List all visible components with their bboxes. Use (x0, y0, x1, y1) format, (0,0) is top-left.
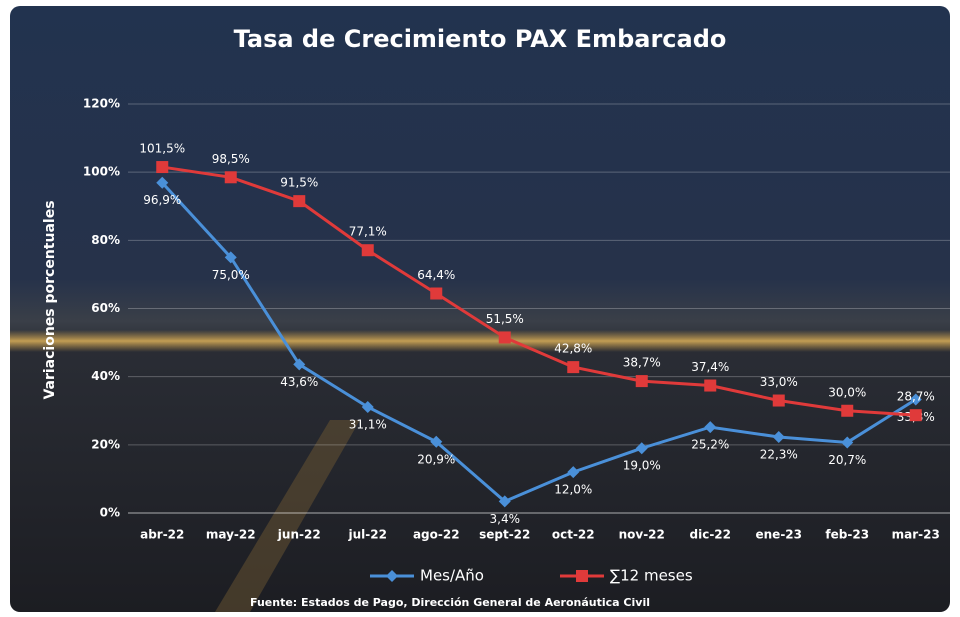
point (841, 405, 853, 417)
data-label: 28,7% (897, 390, 935, 404)
point (499, 331, 511, 343)
x-tick-label: ago-22 (413, 528, 460, 542)
data-label: 42,8% (554, 342, 592, 356)
y-axis-label: Variaciones porcentuales (42, 200, 58, 399)
x-tick-label: sept-22 (479, 528, 530, 542)
x-tick-label: abr-22 (140, 528, 184, 542)
x-tick-label: dic-22 (690, 528, 732, 542)
point (430, 288, 442, 300)
data-label: 33,0% (760, 375, 798, 389)
x-tick-label: jun-22 (277, 528, 321, 542)
horizon-lights (10, 330, 950, 352)
x-tick-label: nov-22 (619, 528, 665, 542)
data-label: 22,3% (760, 447, 798, 461)
y-tick-label: 120% (83, 97, 120, 111)
y-tick-label: 0% (100, 506, 120, 520)
data-label: 98,5% (212, 152, 250, 166)
point (636, 375, 648, 387)
x-tick-label: may-22 (206, 528, 256, 542)
data-label: 31,1% (349, 418, 387, 432)
data-label: 51,5% (486, 312, 524, 326)
legend-label: ∑12 meses (610, 567, 693, 585)
data-label: 25,2% (691, 438, 729, 452)
x-tick-label: ene-23 (756, 528, 803, 542)
point (704, 380, 716, 392)
data-label: 75,0% (212, 268, 250, 282)
x-tick-label: oct-22 (552, 528, 595, 542)
data-label: 3,4% (490, 512, 521, 526)
y-tick-label: 100% (83, 165, 120, 179)
data-label: 19,0% (623, 459, 661, 473)
data-label: 37,4% (691, 360, 729, 374)
data-label: 64,4% (417, 268, 455, 282)
point (156, 161, 168, 173)
x-tick-label: jul-22 (348, 528, 387, 542)
data-label: 96,9% (143, 193, 181, 207)
data-label: 101,5% (139, 142, 185, 156)
data-label: 38,7% (623, 356, 661, 370)
point (773, 395, 785, 407)
point (362, 244, 374, 256)
legend-label: Mes/Año (420, 567, 484, 585)
y-tick-label: 20% (91, 437, 120, 451)
x-tick-label: feb-23 (825, 528, 869, 542)
data-label: 20,7% (828, 453, 866, 467)
data-label: 20,9% (417, 452, 455, 466)
data-label: 77,1% (349, 225, 387, 239)
y-tick-label: 60% (91, 301, 120, 315)
y-tick-label: 40% (91, 369, 120, 383)
y-tick-label: 80% (91, 233, 120, 247)
data-label: 43,6% (280, 375, 318, 389)
point (225, 171, 237, 183)
point (576, 570, 588, 582)
data-label: 12,0% (554, 483, 592, 497)
x-tick-label: mar-23 (892, 528, 940, 542)
chart-title: Tasa de Crecimiento PAX Embarcado (234, 25, 727, 53)
source-note: Fuente: Estados de Pago, Dirección Gener… (250, 596, 650, 609)
chart: Tasa de Crecimiento PAX Embarcado Variac… (0, 0, 960, 617)
data-label: 30,0% (828, 385, 866, 399)
point (293, 195, 305, 207)
point (567, 361, 579, 373)
data-label: 91,5% (280, 176, 318, 190)
point (910, 409, 922, 421)
